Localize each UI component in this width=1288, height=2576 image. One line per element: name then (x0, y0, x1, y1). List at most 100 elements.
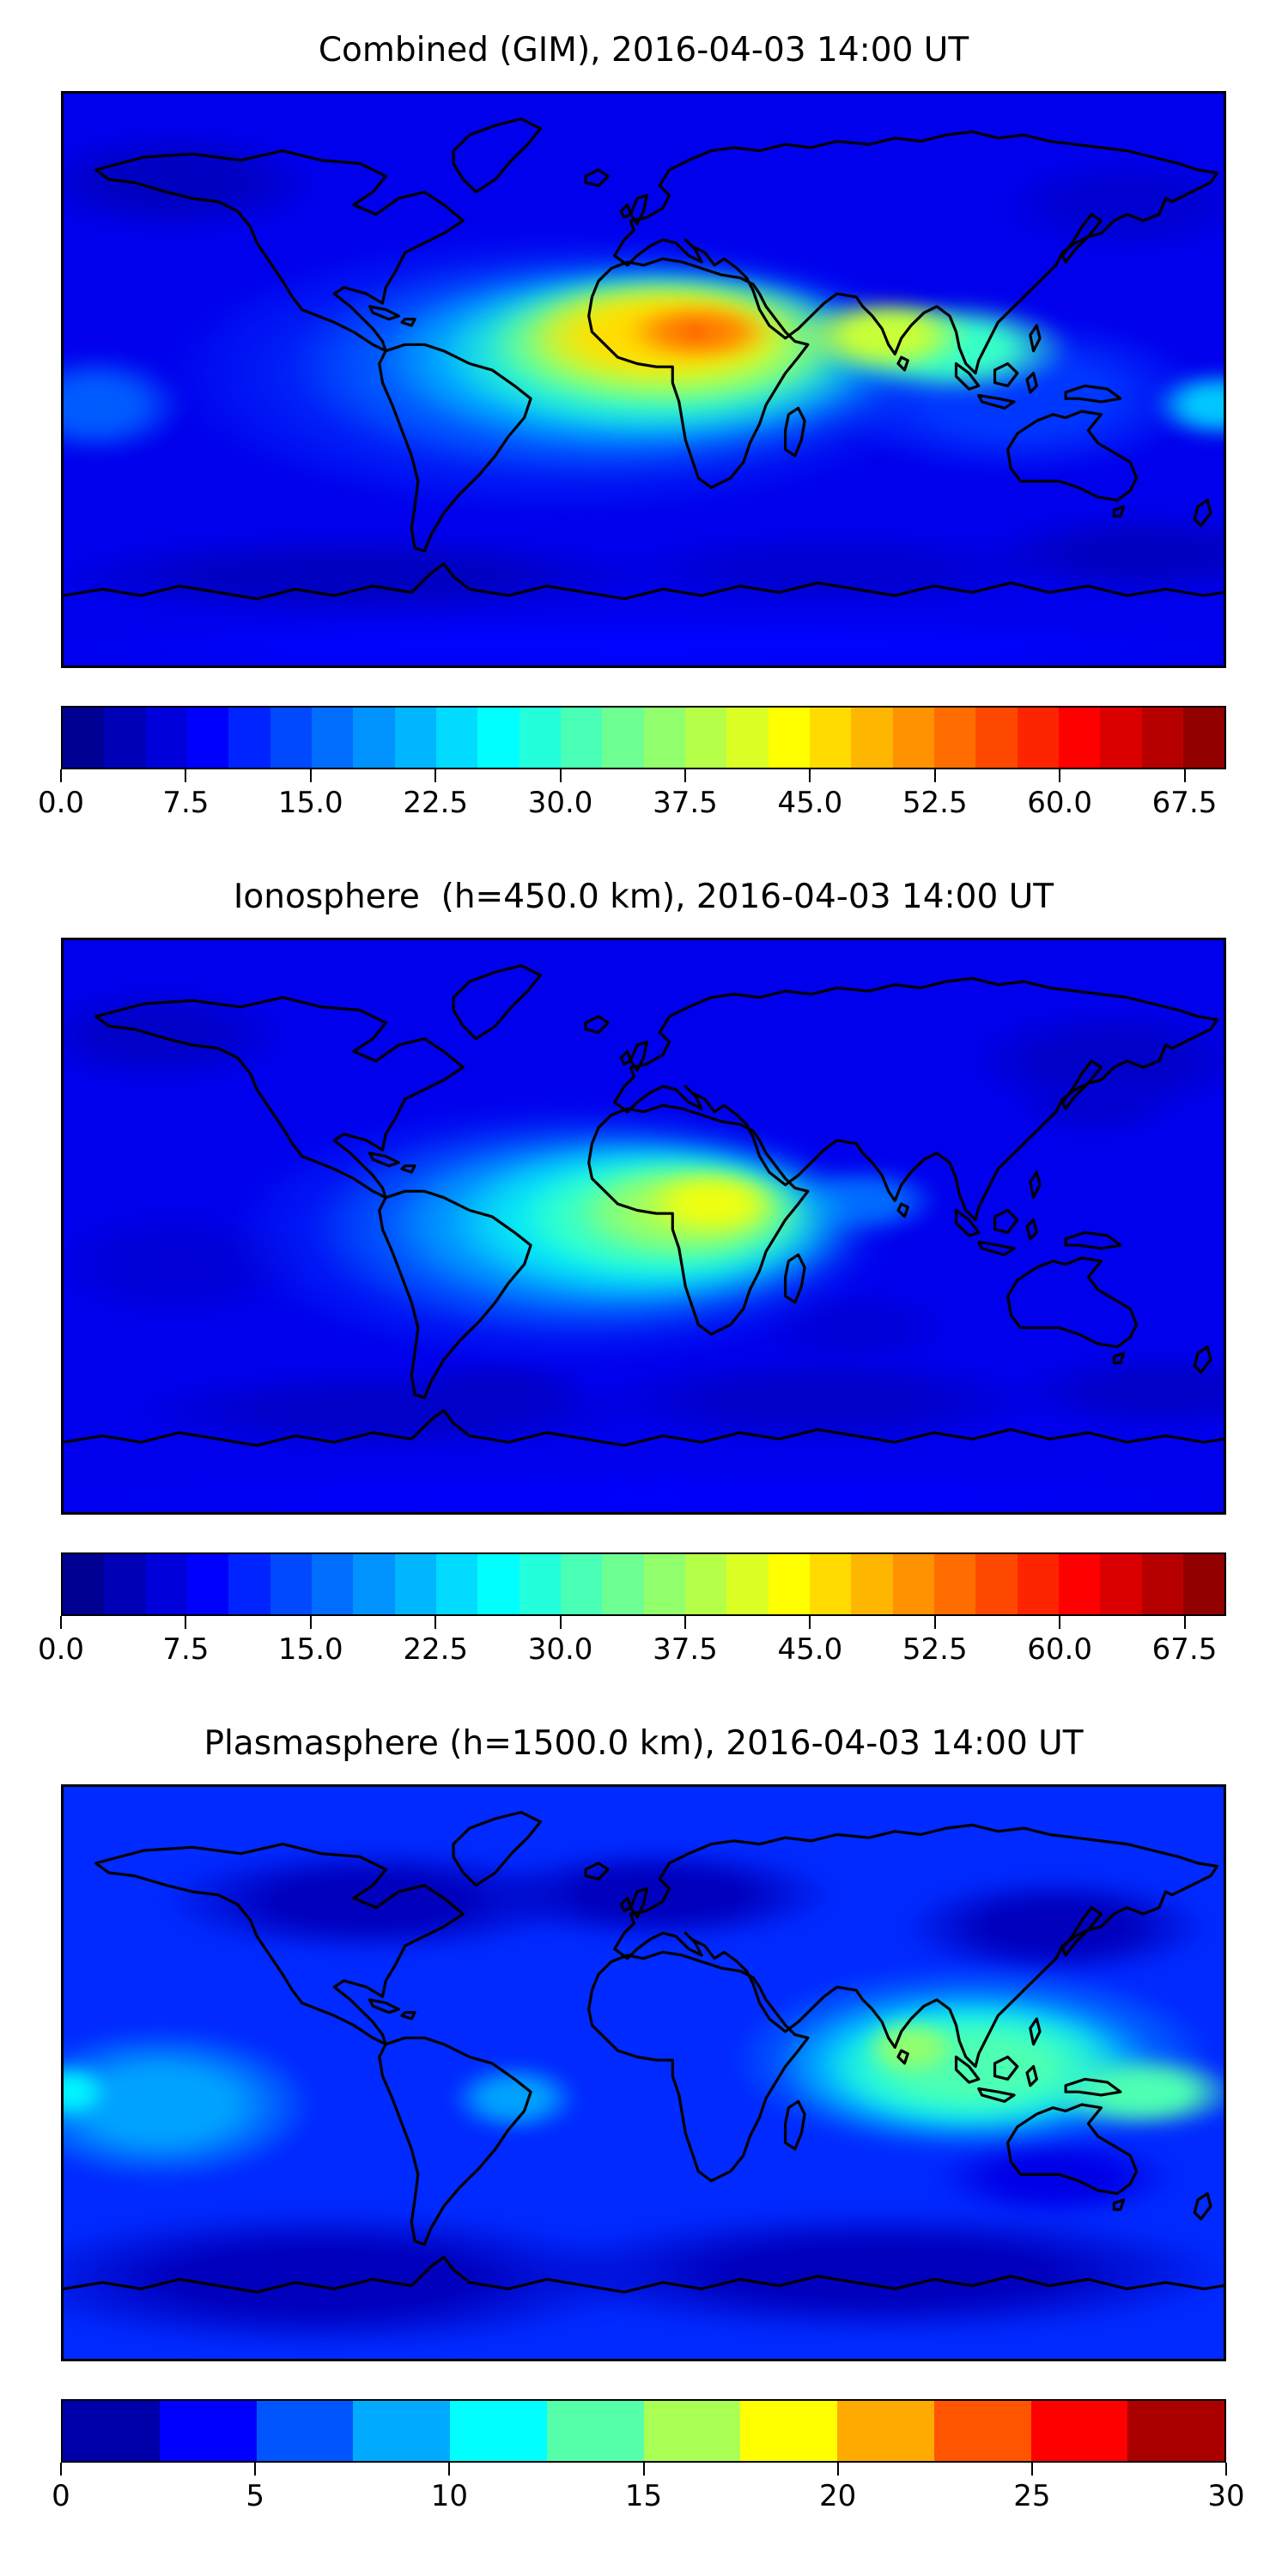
coastline-overlay (64, 94, 1224, 665)
colorbar-band (1058, 1554, 1101, 1614)
panel-title-combined: Combined (GIM), 2016-04-03 14:00 UT (318, 31, 969, 70)
field-region-south-polar-strip (64, 621, 1224, 665)
colorbar-tick (809, 1616, 811, 1629)
colorbar-tick-label: 10 (430, 2479, 468, 2513)
colorbar-band (851, 708, 893, 768)
colorbar-tick-label: 30.0 (527, 1632, 593, 1667)
colorbar-band (1182, 708, 1225, 768)
colorbar-tick (448, 2463, 451, 2476)
map-ionosphere (61, 938, 1226, 1515)
colorbar-tick-label: 0.0 (37, 786, 85, 820)
panel-ionosphere: Ionosphere (h=450.0 km), 2016-04-03 14:0… (0, 828, 1288, 1674)
colorbar-band (546, 2401, 644, 2461)
colorbar-band (311, 708, 354, 768)
colorbar-tick (683, 769, 686, 782)
colorbar-tick (434, 769, 437, 782)
colorbar-ticks-ionosphere (60, 1616, 1226, 1630)
field-region-pacific-left-cyan (64, 2063, 109, 2121)
colorbar-band (560, 708, 603, 768)
colorbar-band (643, 2401, 741, 2461)
colorbar-band (740, 2401, 837, 2461)
colorbar-band (602, 1554, 644, 1614)
colorbar-band (933, 2401, 1031, 2461)
colorbar-band (270, 1554, 312, 1614)
colorbar-tick (254, 2463, 257, 2476)
colorbar-tick-label: 0.0 (37, 1632, 85, 1667)
colorbar-band (768, 708, 810, 768)
coastline-overlay (64, 940, 1224, 1512)
colorbar-band (684, 1554, 727, 1614)
field-region-polar-low-northwest (64, 131, 322, 234)
colorbar-band (892, 708, 934, 768)
colorbar-tick (642, 2463, 645, 2476)
coastline-overlay (64, 1787, 1224, 2359)
panel-combined: Combined (GIM), 2016-04-03 14:00 UT 0.0 7… (0, 0, 1288, 828)
colorbar-band (270, 708, 312, 768)
colorbar-tick (933, 1616, 936, 1629)
colorbar-tick-label: 20 (819, 2479, 857, 2513)
colorbar-tick-label: 45.0 (777, 786, 843, 820)
field-region-south-low-band-east (1014, 1353, 1224, 1430)
colorbar-band (1182, 1554, 1225, 1614)
colorbar-tick (1030, 2463, 1033, 2476)
colorbar-band (353, 2401, 450, 2461)
field-region-peak-dash (678, 326, 712, 337)
colorbar-tick-label: 7.5 (162, 786, 210, 820)
colorbar-band (1017, 708, 1059, 768)
colorbar-tick (809, 769, 811, 782)
map-plasmasphere (61, 1784, 1226, 2361)
colorbar-tick (185, 769, 187, 782)
colorbar-tick (933, 769, 936, 782)
colorbar-tick (1059, 1616, 1061, 1629)
colorbar-tick-label: 15 (624, 2479, 663, 2513)
colorbar-tick (683, 1616, 686, 1629)
colorbar-band (228, 708, 270, 768)
colorbar-band (768, 1554, 810, 1614)
colorbar-band (1100, 708, 1142, 768)
colorbar-tick-label: 22.5 (403, 786, 469, 820)
colorbar-band (104, 708, 146, 768)
colorbar-band (477, 708, 519, 768)
colorbar-band (837, 2401, 934, 2461)
colorbar-tick-label: 5 (246, 2479, 264, 2513)
colorbar-band (159, 2401, 257, 2461)
colorbar-band (394, 708, 436, 768)
colorbar-band (892, 1554, 934, 1614)
colorbar-band (1058, 708, 1101, 768)
colorbar-band (145, 1554, 187, 1614)
colorbar-tick (185, 1616, 187, 1629)
colorbar-tick-label: 7.5 (162, 1632, 210, 1667)
colorbar-band (394, 1554, 436, 1614)
colorbar-ionosphere (61, 1552, 1226, 1616)
colorbar-tick (559, 769, 562, 782)
colorbar-tick (1059, 769, 1061, 782)
colorbar-tick (309, 1616, 312, 1629)
colorbar-band (63, 1554, 105, 1614)
colorbar-tick-label: 67.5 (1151, 1632, 1218, 1667)
colorbar-band (933, 1554, 976, 1614)
colorbar-band (726, 1554, 769, 1614)
colorbar-tick (1183, 769, 1186, 782)
colorbar-band (684, 708, 727, 768)
colorbar-tick-label: 22.5 (403, 1632, 469, 1667)
colorbar-band (933, 708, 976, 768)
colorbar-tick (434, 1616, 437, 1629)
colorbar-labels-ionosphere: 0.0 7.5 15.0 22.5 30.0 37.5 45.0 52.5 60.0 67.5 (38, 1630, 1226, 1674)
colorbar-tick (836, 2463, 839, 2476)
colorbar-ticks-combined (60, 769, 1226, 783)
colorbar-tick-label: 52.5 (902, 786, 968, 820)
colorbar-tick (309, 769, 312, 782)
field-region-pacific-east-edge (1152, 369, 1224, 440)
colorbar-band (1017, 1554, 1059, 1614)
colorbar-tick-label: 30 (1207, 2479, 1245, 2513)
colorbar-labels-combined: 0.0 7.5 15.0 22.5 30.0 37.5 45.0 52.5 60.0 67.5 (38, 783, 1226, 828)
field-region-south-low-band-west (64, 535, 660, 618)
panel-title-plasmasphere: Plasmasphere (h=1500.0 km), 2016-04-03 1… (204, 1724, 1084, 1763)
colorbar-band (186, 708, 229, 768)
field-region-india-green-core (862, 2019, 960, 2076)
colorbar-band (643, 708, 685, 768)
colorbar-band (1030, 2401, 1128, 2461)
field-region-south-low-band-east (531, 2209, 1224, 2337)
colorbar-band (311, 1554, 354, 1614)
colorbar-band (809, 1554, 852, 1614)
